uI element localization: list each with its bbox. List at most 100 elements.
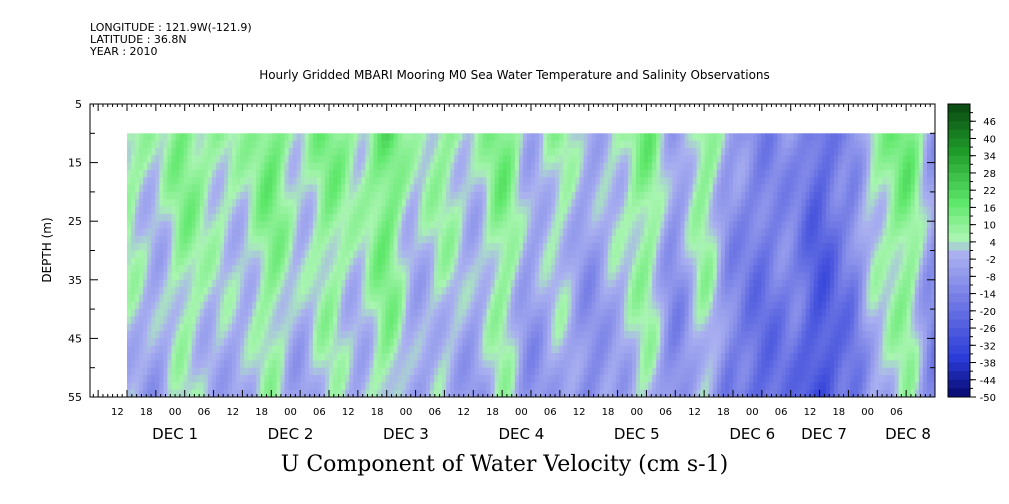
longitude-label: LONGITUDE : 121.9W(-121.9) [90, 21, 252, 34]
heatmap-cell [599, 272, 605, 281]
heatmap-cell [187, 177, 193, 186]
heatmap-cell [458, 272, 463, 281]
heatmap-cell [640, 133, 645, 142]
heatmap-cell [236, 279, 241, 288]
heatmap-cell [514, 169, 520, 178]
heatmap-cell [599, 338, 605, 347]
heatmap-cell [551, 235, 556, 244]
heatmap-cell [324, 316, 330, 325]
heatmap-cell [353, 162, 358, 171]
heatmap-cell [248, 257, 253, 266]
heatmap-cell [454, 177, 459, 186]
heatmap-cell [143, 140, 148, 149]
heatmap-cell [179, 235, 185, 244]
heatmap-cell [438, 353, 443, 361]
heatmap-cell [664, 382, 669, 391]
heatmap-cell [583, 367, 589, 376]
heatmap-cell [498, 184, 504, 193]
heatmap-cell [510, 169, 516, 178]
heatmap-cell [159, 331, 164, 339]
heatmap-cell [526, 169, 532, 178]
heatmap-cell [248, 287, 253, 296]
heatmap-cell [252, 221, 257, 230]
heatmap-cell [187, 360, 193, 369]
heatmap-cell [268, 272, 274, 281]
heatmap-cell [526, 367, 532, 376]
heatmap-cell [551, 184, 556, 193]
heatmap-cell [264, 206, 269, 215]
heatmap-cell [470, 323, 476, 332]
heatmap-cell [292, 250, 298, 259]
heatmap-cell [393, 133, 399, 142]
heatmap-cell [478, 155, 484, 164]
heatmap-cell [599, 140, 605, 149]
heatmap-cell [446, 155, 451, 164]
heatmap-cell [425, 287, 431, 296]
heatmap-cell [240, 353, 245, 361]
heatmap-cell [159, 309, 164, 318]
heatmap-cell [272, 213, 278, 222]
heatmap-cell [308, 316, 314, 325]
heatmap-cell [316, 221, 322, 230]
heatmap-cell [333, 184, 338, 193]
heatmap-cell [575, 206, 581, 215]
heatmap-cell [575, 243, 581, 252]
heatmap-cell [324, 323, 330, 332]
heatmap-cell [207, 177, 213, 186]
heatmap-cell [454, 191, 459, 200]
heatmap-cell [543, 389, 548, 397]
heatmap-cell [619, 272, 625, 281]
heatmap-cell [474, 199, 480, 208]
heatmap-cell [644, 265, 649, 274]
heatmap-cell [260, 169, 265, 178]
heatmap-cell [458, 345, 463, 354]
heatmap-cell [599, 345, 605, 354]
heatmap-cell [636, 338, 641, 347]
heatmap-cell [535, 213, 540, 222]
heatmap-cell [506, 133, 512, 142]
heatmap-cell [676, 162, 682, 171]
heatmap-cell [636, 360, 641, 369]
heatmap-cell [268, 177, 274, 186]
heatmap-cell [535, 147, 540, 156]
heatmap-cell [656, 323, 661, 332]
heatmap-cell [603, 272, 609, 281]
heatmap-cell [575, 272, 581, 281]
heatmap-cell [228, 177, 233, 186]
heatmap-cell [264, 221, 269, 230]
heatmap-cell [143, 235, 148, 244]
heatmap-cell [345, 221, 350, 230]
heatmap-cell [502, 221, 508, 230]
heatmap-cell [623, 287, 629, 296]
heatmap-cell [482, 360, 488, 369]
heatmap-cell [535, 177, 540, 186]
heatmap-cell [450, 265, 455, 274]
heatmap-cell [393, 331, 399, 339]
heatmap-cell [587, 389, 593, 397]
heatmap-cell [623, 133, 629, 142]
heatmap-cell [296, 309, 302, 318]
heatmap-cell [498, 294, 504, 303]
heatmap-cell [595, 265, 601, 274]
heatmap-cell [207, 265, 213, 274]
heatmap-cell [163, 323, 168, 332]
heatmap-cell [615, 243, 621, 252]
heatmap-cell [607, 191, 613, 200]
heatmap-cell [526, 301, 532, 310]
heatmap-cell [280, 360, 286, 369]
heatmap-cell [397, 265, 403, 274]
heatmap-cell [502, 360, 508, 369]
heatmap-cell [518, 331, 524, 339]
heatmap-cell [405, 147, 411, 156]
heatmap-cell [163, 199, 168, 208]
heatmap-cell [397, 133, 403, 142]
heatmap-cell [514, 360, 520, 369]
heatmap-cell [664, 169, 669, 178]
heatmap-cell [502, 155, 508, 164]
heatmap-cell [632, 199, 637, 208]
heatmap-cell [199, 367, 205, 376]
heatmap-cell [349, 206, 354, 215]
heatmap-cell [187, 353, 193, 361]
heatmap-cell [215, 360, 221, 369]
heatmap-cell [373, 323, 379, 332]
